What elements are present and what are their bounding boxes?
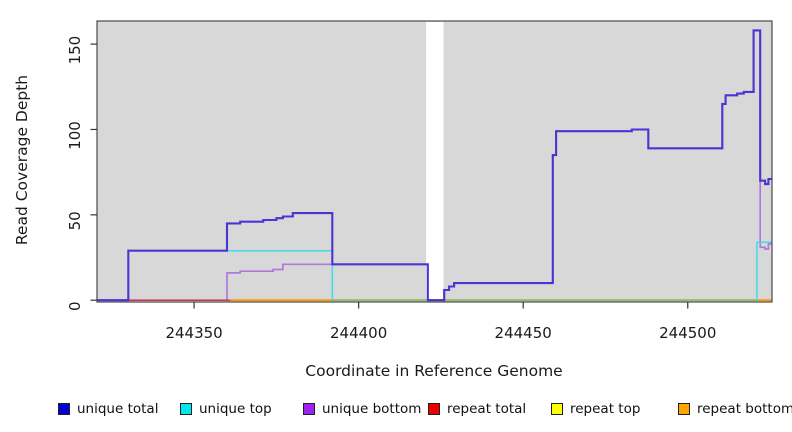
x-tick-labels: 244350 244400 244450 244500 [165,324,716,342]
series-line-unique-total [97,29,772,302]
assembly-gap-band [426,21,444,302]
y-tick-label: 0 [66,301,84,311]
x-tick-label: 244350 [165,324,222,342]
y-tick-label: 100 [66,121,84,150]
unique-bottom-swatch-icon [303,403,315,415]
legend-label: repeat top [570,401,641,417]
x-tick-label: 244450 [495,324,552,342]
y-axis-title: Read Coverage Depth [13,75,31,245]
x-axis-ticks [193,302,689,309]
legend-label: unique bottom [322,401,422,417]
legend-item-repeat-bottom: repeat bottom [678,398,792,420]
legend-label: repeat total [447,401,527,417]
legend: unique total unique top unique bottom re… [0,398,792,424]
unique-total-swatch-icon [58,403,70,415]
unique-top-swatch-icon [180,403,192,415]
legend-item-unique-bottom: unique bottom [303,398,421,420]
x-tick-label: 244400 [330,324,387,342]
y-axis-ticks [90,43,97,301]
legend-item-unique-total: unique total [58,398,158,420]
plot-border [96,20,773,303]
x-tick-label: 244500 [659,324,716,342]
legend-label: unique total [77,401,159,417]
legend-item-repeat-total: repeat total [428,398,526,420]
repeat-total-swatch-icon [428,403,440,415]
legend-label: unique top [199,401,272,417]
x-axis-title: Coordinate in Reference Genome [305,362,562,380]
legend-item-repeat-top: repeat top [551,398,640,420]
y-tick-labels: 0 50 100 150 [66,36,84,311]
repeat-top-swatch-icon [551,403,563,415]
legend-item-unique-top: unique top [180,398,272,420]
y-tick-label: 150 [66,36,84,65]
legend-label: repeat bottom [697,401,792,417]
series-lines [97,29,772,302]
y-tick-label: 50 [66,211,84,230]
repeat-bottom-swatch-icon [678,403,690,415]
